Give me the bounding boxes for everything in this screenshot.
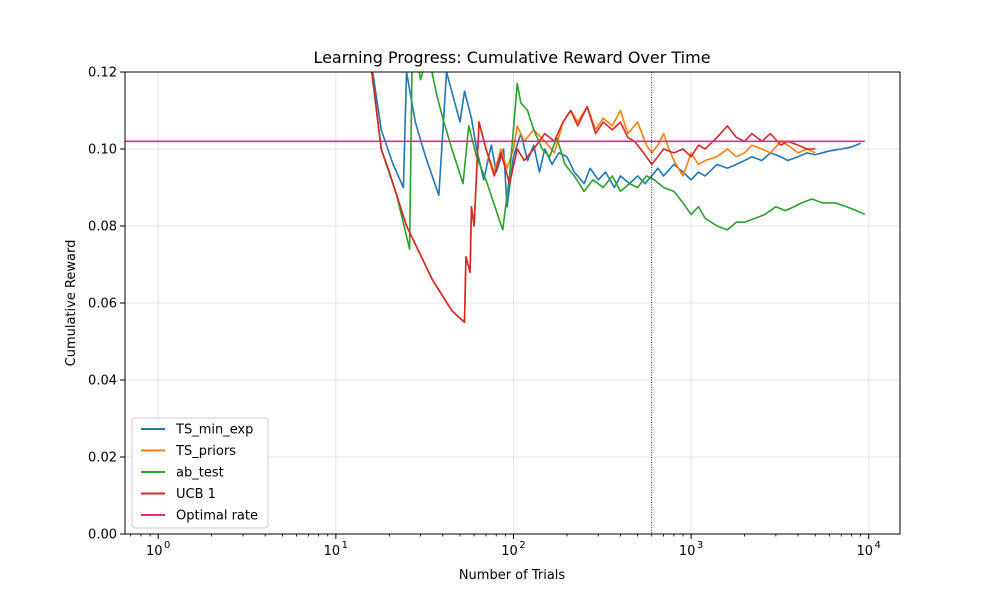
x-tick-exponent: 3 <box>697 540 703 551</box>
legend-item: Optimal rate <box>141 509 258 524</box>
y-tick-label: 0.06 <box>88 297 117 312</box>
x-tick-label: 10 <box>856 544 873 559</box>
legend-item: ab_test <box>141 466 224 481</box>
legend-label: Optimal rate <box>176 509 258 524</box>
y-tick-label: 0.00 <box>88 528 117 543</box>
legend-label: TS_min_exp <box>175 423 253 438</box>
x-tick-label: 10 <box>501 544 518 559</box>
x-tick-label: 10 <box>324 544 341 559</box>
x-tick-exponent: 1 <box>342 540 348 551</box>
y-tick-label: 0.12 <box>88 66 117 81</box>
x-axis: 10 0 10 1 10 2 10 3 10 4 <box>130 534 881 559</box>
legend: TS_min_exp TS_priors ab_test UCB 1 Optimal r… <box>131 417 269 529</box>
x-tick-exponent: 4 <box>875 540 881 551</box>
series-line-ab-test <box>371 72 866 250</box>
legend-box <box>131 417 269 529</box>
legend-item: TS_priors <box>141 444 236 459</box>
legend-item: UCB 1 <box>141 487 216 502</box>
legend-item: TS_min_exp <box>141 423 253 438</box>
y-axis-label: Cumulative Reward <box>64 240 79 367</box>
x-tick-label: 10 <box>146 544 163 559</box>
chart-title: Learning Progress: Cumulative Reward Ove… <box>313 48 710 67</box>
series-line-ucb-1 <box>371 72 816 324</box>
x-tick-label: 10 <box>679 544 696 559</box>
x-axis-label: Number of Trials <box>459 568 566 583</box>
legend-label: UCB 1 <box>176 487 216 502</box>
legend-label: ab_test <box>176 466 224 481</box>
series-layer <box>125 72 866 324</box>
legend-label: TS_priors <box>175 444 236 459</box>
y-axis: 0.00 0.02 0.04 0.06 0.08 0.10 0.12 <box>88 66 125 543</box>
y-tick-label: 0.10 <box>88 143 117 158</box>
x-tick-exponent: 0 <box>164 540 170 551</box>
x-tick-exponent: 2 <box>519 540 525 551</box>
y-tick-label: 0.08 <box>88 220 117 235</box>
series-line-ts-min-exp <box>371 72 861 208</box>
y-tick-label: 0.04 <box>88 374 117 389</box>
y-tick-label: 0.02 <box>88 451 117 466</box>
